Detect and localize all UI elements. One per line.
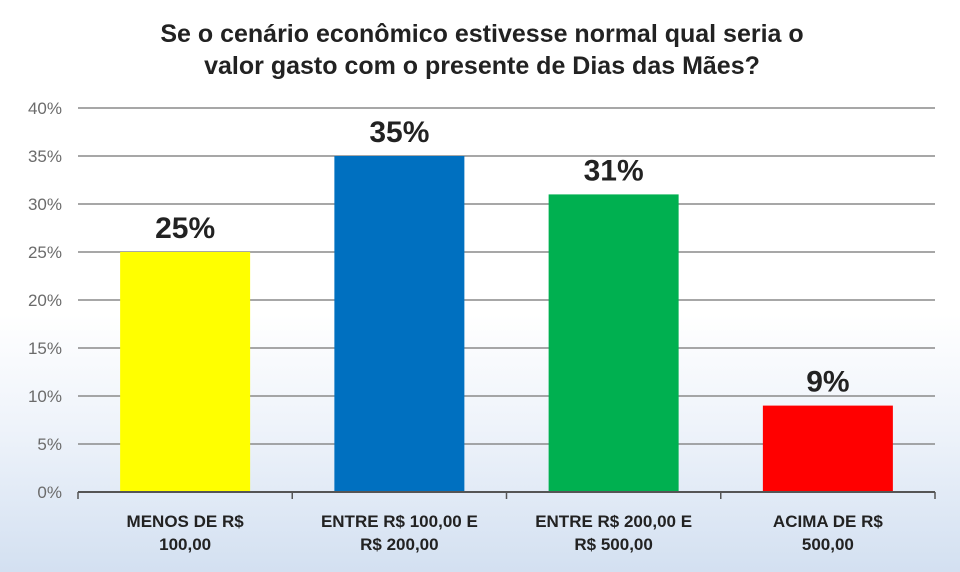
category-labels: MENOS DE R$ 100,00 ENTRE R$ 100,00 E R$ 200…: [127, 512, 884, 554]
y-tick-label: 5%: [37, 435, 62, 454]
y-tick-label: 25%: [28, 243, 62, 262]
chart-title-line-1: Se o cenário econômico estivesse normal …: [160, 20, 803, 48]
y-tick-label: 30%: [28, 195, 62, 214]
x-tick-label: ACIMA DE R$: [773, 512, 883, 531]
bar: [120, 252, 251, 492]
x-tick-label: R$ 500,00: [574, 535, 652, 554]
x-axis: [77, 491, 936, 499]
data-label: 25%: [155, 212, 215, 245]
data-label: 35%: [369, 116, 429, 149]
y-tick-label: 20%: [28, 291, 62, 310]
bar: [762, 405, 893, 492]
chart-title-line-2: valor gasto com o presente de Dias das M…: [204, 52, 760, 80]
y-axis-ticks: 0% 5% 10% 15% 20% 25% 30% 35% 40%: [28, 99, 62, 502]
data-label: 9%: [806, 366, 849, 399]
chart-title: Se o cenário econômico estivesse normal …: [160, 20, 803, 80]
bars: [120, 156, 893, 492]
x-tick-label: 500,00: [802, 535, 854, 554]
y-tick-label: 35%: [28, 147, 62, 166]
y-tick-label: 15%: [28, 339, 62, 358]
bar: [548, 194, 679, 492]
x-tick-label: 100,00: [159, 535, 211, 554]
bar: [334, 156, 465, 492]
x-tick-label: MENOS DE R$: [127, 512, 245, 531]
y-tick-label: 10%: [28, 387, 62, 406]
y-tick-label: 0%: [37, 483, 62, 502]
x-tick-label: ENTRE R$ 200,00 E: [535, 512, 692, 531]
x-tick-label: ENTRE R$ 100,00 E: [321, 512, 478, 531]
y-tick-label: 40%: [28, 99, 62, 118]
x-tick-label: R$ 200,00: [360, 535, 438, 554]
data-label: 31%: [584, 154, 644, 187]
data-labels: 25% 35% 31% 9%: [155, 116, 849, 399]
